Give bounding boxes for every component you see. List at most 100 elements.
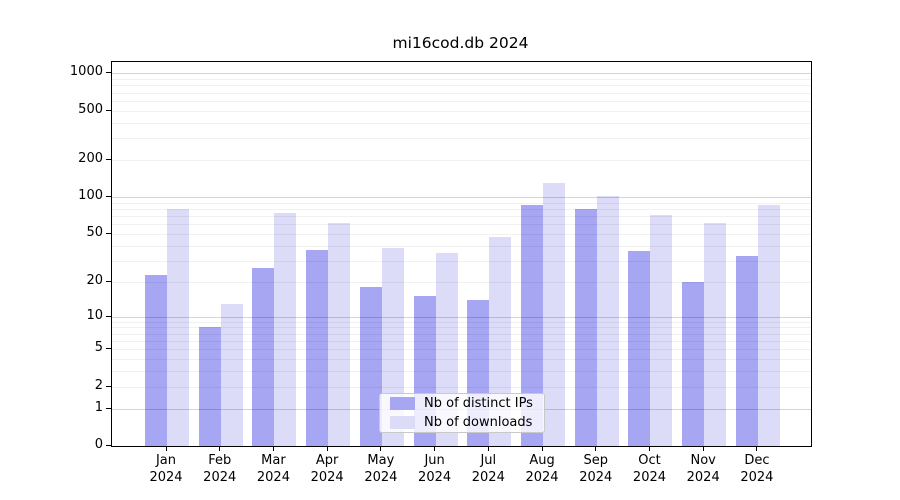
bar-dec-ips [735,255,758,446]
x-tick-label: May 2024 [364,453,398,485]
bar-feb-downloads [220,303,243,446]
minor-gridline [112,159,811,161]
plot-area [111,61,812,447]
bar-nov-ips [682,281,705,446]
minor-gridline [112,110,811,112]
x-tick-label: Jun 2024 [418,453,452,485]
bar-sep-ips [574,208,597,446]
y-tick-label: 200 [78,150,103,166]
minor-gridline [112,349,811,351]
bar-jan-ips [145,274,167,446]
x-tick-mark [165,446,167,451]
y-tick-label: 500 [78,101,103,117]
y-tick-label: 20 [86,272,103,288]
y-tick-label: 2 [94,377,103,393]
x-tick-mark [756,446,758,451]
bar-oct-downloads [650,215,673,446]
x-tick-mark [595,446,597,451]
minor-gridline [112,85,811,87]
y-tick-mark [106,385,111,387]
legend-swatch-distinct-ips-icon [390,397,415,410]
legend-item-downloads: Nb of downloads [380,413,544,432]
minor-gridline [112,92,811,94]
bar-aug-downloads [543,183,566,446]
bar-mar-ips [252,268,275,446]
minor-gridline [112,208,811,210]
x-tick-label: Sep 2024 [579,453,613,485]
y-tick-label: 5 [94,340,103,356]
x-tick-mark [648,446,650,451]
bar-mar-downloads [274,213,297,446]
legend-label-distinct-ips: Nb of distinct IPs [424,396,533,411]
y-tick-mark [106,315,111,317]
minor-gridline [112,327,811,329]
minor-gridline [112,333,811,335]
x-tick-label: Jan 2024 [149,453,183,485]
x-tick-label: Apr 2024 [310,453,344,485]
minor-gridline [112,100,811,102]
y-tick-mark [106,407,111,409]
bar-jan-downloads [167,208,189,446]
minor-gridline [112,233,811,235]
y-tick-label: 100 [78,188,103,204]
minor-gridline [112,359,811,361]
minor-gridline [112,79,811,80]
bar-apr-downloads [328,222,351,446]
bar-apr-ips [306,249,329,446]
x-tick-label: Aug 2024 [525,453,559,485]
x-tick-mark [380,446,382,451]
y-tick-label: 0 [94,437,103,452]
legend-item-distinct-ips: Nb of distinct IPs [380,394,544,413]
x-tick-label: Jul 2024 [471,453,505,485]
bar-sep-downloads [596,196,619,446]
y-tick-mark [106,158,111,160]
minor-gridline [112,371,811,373]
y-tick-mark [106,72,111,74]
minor-gridline [112,202,811,204]
legend: Nb of distinct IPs Nb of downloads [379,393,545,433]
x-tick-label: Dec 2024 [740,453,774,485]
minor-gridline [112,216,811,218]
minor-gridline [112,138,811,140]
x-tick-mark [487,446,489,451]
x-tick-label: Nov 2024 [686,453,720,485]
bar-nov-downloads [704,222,727,446]
bar-dec-downloads [757,204,780,446]
y-tick-label: 1 [94,399,103,415]
y-tick-mark [106,196,111,198]
minor-gridline [112,386,811,388]
x-tick-mark [326,446,328,451]
bar-feb-ips [198,327,221,446]
major-gridline [112,73,811,75]
minor-gridline [112,260,811,262]
y-tick-label: 1000 [69,64,103,80]
y-tick-label: 10 [86,307,103,323]
bar-may-ips [359,287,382,446]
legend-label-downloads: Nb of downloads [424,415,533,430]
legend-swatch-downloads-icon [390,416,415,429]
x-tick-label: Feb 2024 [203,453,237,485]
minor-gridline [112,281,811,283]
minor-gridline [112,224,811,226]
bar-oct-ips [628,251,651,446]
minor-gridline [112,341,811,343]
major-gridline [112,197,811,199]
x-tick-mark [541,446,543,451]
y-tick-mark [106,109,111,111]
y-tick-mark [106,280,111,282]
chart-title: mi16cod.db 2024 [392,34,529,52]
x-tick-mark [434,446,436,451]
x-tick-label: Mar 2024 [256,453,290,485]
x-tick-label: Oct 2024 [632,453,667,485]
x-tick-mark [219,446,221,451]
y-tick-mark [106,348,111,350]
minor-gridline [112,321,811,323]
x-tick-mark [272,446,274,451]
y-tick-label: 50 [86,224,103,240]
y-tick-mark [106,232,111,234]
bar-aug-ips [521,205,544,446]
minor-gridline [112,122,811,124]
x-tick-mark [702,446,704,451]
minor-gridline [112,245,811,247]
